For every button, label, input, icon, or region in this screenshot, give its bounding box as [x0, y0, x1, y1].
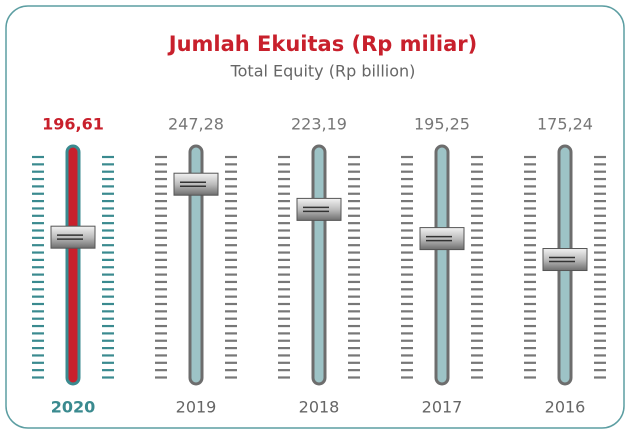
- value-label: 223,19: [291, 115, 347, 134]
- knob-part: [542, 248, 588, 272]
- slider-knob: [50, 225, 96, 249]
- knob-part: [296, 197, 342, 221]
- value-label: 195,25: [414, 115, 470, 134]
- x-tick-label: 2016: [545, 398, 586, 417]
- x-tick-label: 2020: [51, 398, 96, 417]
- knob-part: [173, 172, 219, 196]
- chart-subtitle: Total Equity (Rp billion): [230, 62, 416, 81]
- slider-track: [188, 144, 204, 386]
- slider-knob: [419, 227, 465, 251]
- x-tick-label: 2017: [422, 398, 463, 417]
- x-tick-label: 2018: [299, 398, 340, 417]
- value-label: 247,28: [168, 115, 224, 134]
- chart-title: Jumlah Ekuitas (Rp miliar): [167, 32, 477, 56]
- knob-part: [50, 225, 96, 249]
- slider-knob: [542, 248, 588, 272]
- value-label: 175,24: [537, 115, 593, 134]
- slider-track: [434, 144, 450, 386]
- slider-track: [311, 144, 327, 386]
- value-label: 196,61: [42, 115, 104, 134]
- knob-part: [419, 227, 465, 251]
- slider-knob: [296, 197, 342, 221]
- slider-knob: [173, 172, 219, 196]
- slider-track: [65, 144, 81, 386]
- x-tick-label: 2019: [176, 398, 217, 417]
